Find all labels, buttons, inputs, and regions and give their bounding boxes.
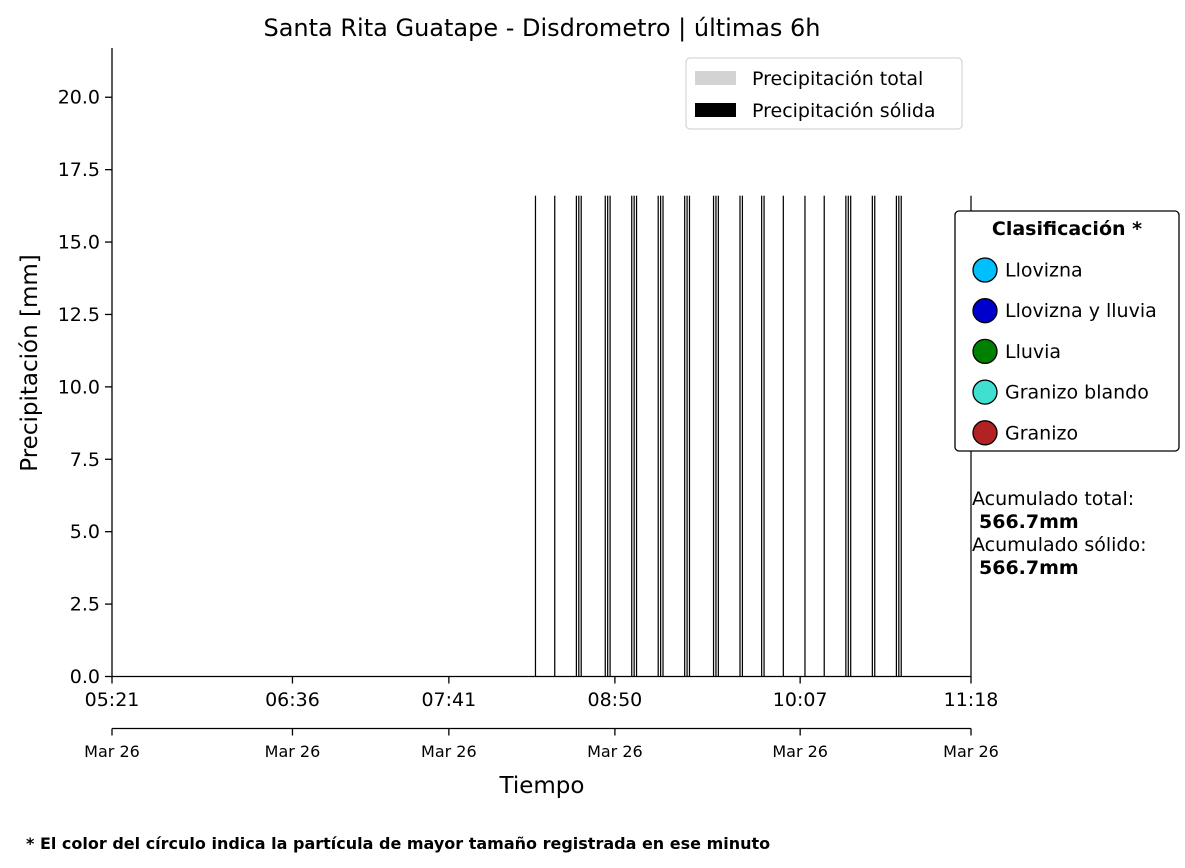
- classification-legend: Clasificación * Llovizna Llovizna y lluvi…: [954, 210, 1180, 452]
- bar-solid: [686, 195, 688, 677]
- bar-solid: [660, 195, 662, 677]
- bar-solid: [823, 195, 825, 677]
- bar-solid: [712, 195, 715, 677]
- bar-solid: [739, 195, 741, 677]
- y-tick-label: 7.5: [70, 449, 100, 471]
- bar-solid: [741, 195, 744, 677]
- x-date-label: Mar 26: [421, 742, 477, 761]
- classification-label: Lluvia: [1005, 341, 1061, 363]
- accumulated-total-value: 566.7mm: [979, 511, 1079, 533]
- classification-label: Granizo blando: [1005, 382, 1149, 404]
- x-date-label: Mar 26: [943, 742, 999, 761]
- legend-label-total: Precipitación total: [752, 68, 923, 90]
- series-legend-frame: [685, 57, 963, 130]
- bar-solid: [554, 195, 556, 677]
- x-axis: 05:21 Mar 26 06:36 Mar 26 07:41 Mar 26 08:50 Ma…: [84, 675, 999, 761]
- legend-swatch-solid: [695, 103, 736, 117]
- x-date-label: Mar 26: [587, 742, 643, 761]
- accumulated-solid-value: 566.7mm: [979, 557, 1079, 579]
- y-tick-label: 17.5: [58, 159, 100, 181]
- x-axis-label: Tiempo: [499, 773, 585, 799]
- bar-solid: [717, 195, 719, 677]
- bar-solid: [804, 195, 806, 677]
- bar-solid: [761, 195, 763, 677]
- bar-solid: [715, 195, 717, 677]
- bar-solid: [847, 195, 849, 677]
- accumulated-annotation: Acumulado total: 566.7mm Acumulado sólid…: [972, 488, 1147, 579]
- series-legend: Precipitación total Precipitación sólida: [685, 57, 963, 130]
- classification-label: Llovizna y lluvia: [1005, 300, 1157, 322]
- classification-label: Granizo: [1005, 422, 1078, 444]
- bar-solid: [871, 195, 873, 677]
- bar-solid: [845, 195, 847, 677]
- bar-solid: [782, 195, 784, 677]
- y-tick-label: 15.0: [58, 232, 100, 254]
- bar-solid: [578, 195, 580, 677]
- y-tick-label: 12.5: [58, 304, 100, 326]
- bar-solid: [604, 195, 606, 677]
- bar-solid: [580, 195, 582, 677]
- legend-swatch-total: [695, 71, 736, 85]
- classification-circle: [972, 257, 998, 283]
- y-tick-label: 0.0: [70, 666, 100, 688]
- y-axis: 0.0 2.5 5.0 7.5 10.0 12.5 15.0 17.5 20.0: [58, 48, 113, 688]
- y-tick-label: 5.0: [70, 521, 100, 543]
- x-tick-label: 08:50: [588, 689, 643, 711]
- classification-circle: [972, 298, 998, 324]
- x-tick-label: 07:41: [421, 689, 476, 711]
- bar-solid: [534, 195, 537, 677]
- classification-items: Llovizna Llovizna y lluvia Lluvia Granizo b…: [972, 257, 1157, 446]
- legend-label-solid: Precipitación sólida: [752, 100, 936, 122]
- bar-solid: [874, 195, 876, 677]
- y-tick-label: 10.0: [58, 376, 100, 398]
- bars-layer: [534, 195, 972, 677]
- bar-solid: [763, 195, 765, 677]
- y-axis-label: Precipitación [mm]: [17, 254, 43, 471]
- x-tick-label: 11:18: [944, 689, 999, 711]
- classification-circle: [972, 338, 998, 365]
- x-tick-label: 06:36: [265, 689, 320, 711]
- bar-solid: [850, 195, 852, 677]
- bar-solid: [607, 195, 609, 677]
- accumulated-total-label: Acumulado total:: [972, 488, 1134, 510]
- chart-title: Santa Rita Guatape - Disdrometro | últim…: [263, 14, 820, 42]
- classification-legend-title: Clasificación *: [992, 218, 1142, 240]
- bar-solid: [688, 195, 691, 677]
- footnote: * El color del círculo indica la partícu…: [26, 834, 770, 853]
- accumulated-solid-label: Acumulado sólido:: [972, 534, 1147, 556]
- bar-solid: [633, 195, 635, 677]
- y-tick-label: 20.0: [58, 87, 100, 109]
- x-date-label: Mar 26: [772, 742, 828, 761]
- bar-solid: [684, 195, 686, 677]
- bar-solid: [635, 195, 638, 677]
- classification-circle: [972, 420, 998, 446]
- x-date-label: Mar 26: [265, 742, 321, 761]
- bar-solid: [662, 195, 664, 677]
- bar-solid: [575, 195, 577, 677]
- classification-circle: [972, 379, 998, 405]
- x-tick-label: 05:21: [85, 689, 140, 711]
- x-date-label: Mar 26: [84, 742, 140, 761]
- bar-solid: [657, 195, 659, 677]
- y-tick-label: 2.5: [70, 594, 100, 616]
- classification-label: Llovizna: [1005, 260, 1083, 282]
- bar-solid: [900, 195, 902, 677]
- x-tick-label: 10:07: [773, 689, 828, 711]
- bar-solid: [898, 195, 900, 677]
- bar-solid: [631, 195, 633, 677]
- classification-legend-frame: [954, 210, 1180, 452]
- bar-solid: [895, 195, 898, 677]
- bar-solid: [609, 195, 611, 677]
